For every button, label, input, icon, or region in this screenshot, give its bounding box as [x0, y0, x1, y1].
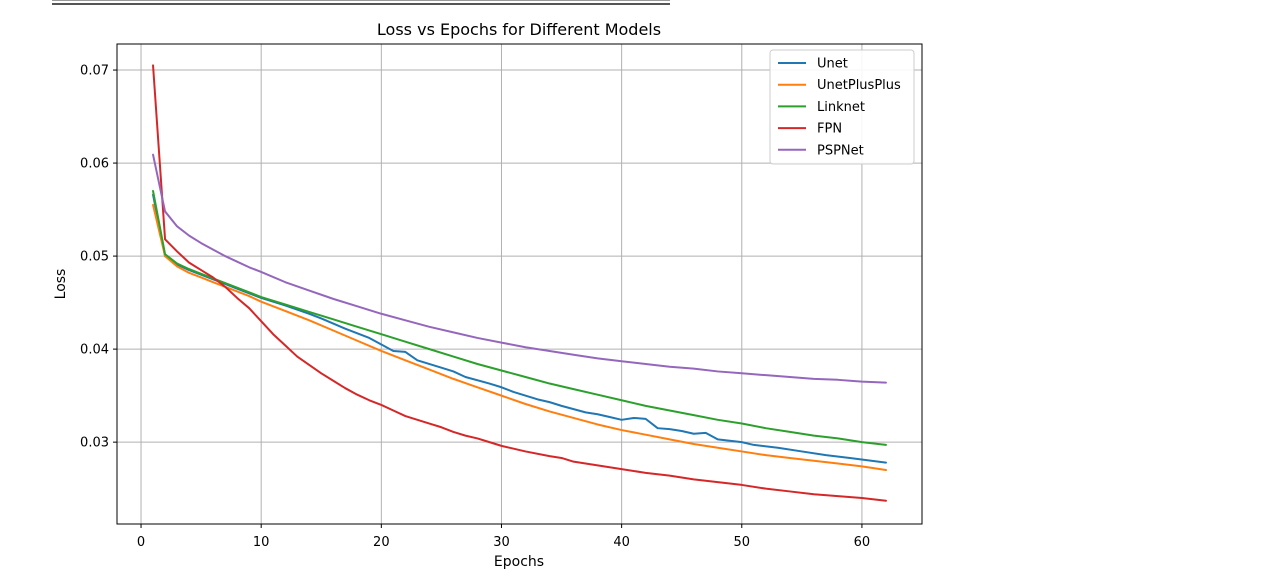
top-edge-rule	[52, 0, 670, 5]
y-axis-label: Loss	[53, 269, 69, 300]
x-tick-label: 10	[253, 535, 270, 550]
series-line-unet	[152, 193, 887, 464]
x-tick-label: 20	[373, 535, 390, 550]
y-tick-label: 0.04	[80, 343, 109, 358]
x-tick-label: 60	[854, 535, 871, 550]
x-axis-ticks: 0 10 20 30 40 50 60	[137, 524, 870, 550]
plot-frame	[116, 43, 923, 525]
series-layer	[152, 64, 887, 502]
x-tick-label: 50	[734, 535, 751, 550]
series-line-pspnet	[152, 153, 887, 384]
x-tick-label: 30	[493, 535, 510, 550]
chart-title: Loss vs Epochs for Different Models	[377, 20, 661, 39]
series-line-fpn	[152, 64, 887, 502]
series-line-linknet	[152, 189, 887, 446]
y-tick-label: 0.06	[80, 157, 109, 172]
legend-label-pspnet: PSPNet	[817, 143, 864, 158]
y-tick-label: 0.07	[80, 64, 109, 79]
x-tick-label: 40	[613, 535, 630, 550]
legend: Unet UnetPlusPlus Linknet FPN PSPNet	[769, 49, 915, 165]
legend-label-fpn: FPN	[817, 122, 842, 137]
x-tick-label: 0	[137, 535, 145, 550]
legend-label-linknet: Linknet	[817, 100, 865, 115]
legend-label-unetplusplus: UnetPlusPlus	[817, 78, 901, 93]
legend-box	[769, 49, 915, 165]
y-axis-ticks: 0.03 0.04 0.05 0.06 0.07	[80, 64, 117, 451]
y-tick-label: 0.03	[80, 436, 109, 451]
y-tick-label: 0.05	[80, 250, 109, 265]
x-axis-label: Epochs	[494, 554, 544, 570]
legend-label-unet: Unet	[817, 57, 848, 72]
